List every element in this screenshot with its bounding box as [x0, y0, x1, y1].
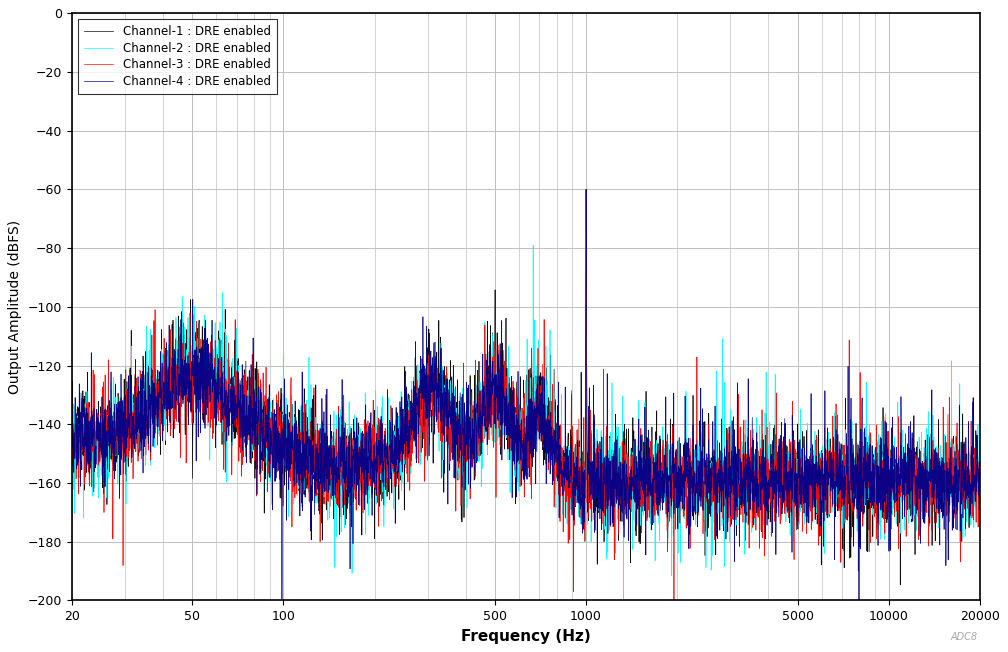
Channel-2 : DRE enabled: (1e+03, -60): DRE enabled: (1e+03, -60)	[580, 185, 592, 193]
Line: Channel-4 : DRE enabled: Channel-4 : DRE enabled	[72, 190, 980, 600]
Channel-3 : DRE enabled: (1.15e+04, -160): DRE enabled: (1.15e+04, -160)	[901, 479, 913, 487]
Channel-4 : DRE enabled: (1.62e+04, -176): DRE enabled: (1.62e+04, -176)	[947, 526, 959, 534]
Channel-2 : DRE enabled: (385, -141): DRE enabled: (385, -141)	[455, 423, 467, 431]
Channel-3 : DRE enabled: (364, -147): DRE enabled: (364, -147)	[448, 441, 460, 449]
Channel-1 : DRE enabled: (20, -143): DRE enabled: (20, -143)	[66, 430, 78, 438]
Channel-3 : DRE enabled: (1.95e+03, -200): DRE enabled: (1.95e+03, -200)	[668, 597, 680, 604]
Line: Channel-1 : DRE enabled: Channel-1 : DRE enabled	[72, 190, 980, 585]
Channel-2 : DRE enabled: (1.15e+04, -159): DRE enabled: (1.15e+04, -159)	[901, 477, 913, 484]
Channel-3 : DRE enabled: (1e+03, -60): DRE enabled: (1e+03, -60)	[580, 186, 592, 194]
Channel-2 : DRE enabled: (533, -139): DRE enabled: (533, -139)	[497, 418, 509, 426]
Channel-3 : DRE enabled: (2e+04, -159): DRE enabled: (2e+04, -159)	[974, 475, 986, 482]
Channel-4 : DRE enabled: (364, -120): DRE enabled: (364, -120)	[448, 361, 460, 369]
Line: Channel-3 : DRE enabled: Channel-3 : DRE enabled	[72, 190, 980, 600]
Channel-2 : DRE enabled: (2e+04, -145): DRE enabled: (2e+04, -145)	[974, 436, 986, 443]
Channel-3 : DRE enabled: (533, -135): DRE enabled: (533, -135)	[497, 407, 509, 415]
Text: ADC8: ADC8	[951, 632, 978, 642]
Channel-1 : DRE enabled: (364, -141): DRE enabled: (364, -141)	[448, 423, 460, 431]
Channel-3 : DRE enabled: (385, -148): DRE enabled: (385, -148)	[455, 443, 467, 451]
Channel-4 : DRE enabled: (533, -131): DRE enabled: (533, -131)	[497, 394, 509, 402]
Channel-1 : DRE enabled: (533, -133): DRE enabled: (533, -133)	[497, 400, 509, 408]
Channel-4 : DRE enabled: (7.98e+03, -200): DRE enabled: (7.98e+03, -200)	[853, 597, 865, 604]
Channel-2 : DRE enabled: (1.62e+04, -160): DRE enabled: (1.62e+04, -160)	[947, 480, 959, 488]
Channel-4 : DRE enabled: (20, -146): DRE enabled: (20, -146)	[66, 439, 78, 447]
Channel-4 : DRE enabled: (3.03e+03, -163): DRE enabled: (3.03e+03, -163)	[726, 488, 738, 496]
Channel-4 : DRE enabled: (1.15e+04, -162): DRE enabled: (1.15e+04, -162)	[901, 486, 913, 494]
Channel-1 : DRE enabled: (1e+03, -60): DRE enabled: (1e+03, -60)	[580, 186, 592, 194]
Channel-4 : DRE enabled: (385, -149): DRE enabled: (385, -149)	[455, 446, 467, 454]
Channel-2 : DRE enabled: (20, -160): DRE enabled: (20, -160)	[66, 480, 78, 488]
Channel-1 : DRE enabled: (1.15e+04, -162): DRE enabled: (1.15e+04, -162)	[901, 484, 913, 492]
Channel-2 : DRE enabled: (1.33e+03, -200): DRE enabled: (1.33e+03, -200)	[618, 597, 630, 604]
Channel-1 : DRE enabled: (1.62e+04, -167): DRE enabled: (1.62e+04, -167)	[947, 499, 959, 507]
Channel-1 : DRE enabled: (2e+04, -162): DRE enabled: (2e+04, -162)	[974, 484, 986, 492]
Channel-3 : DRE enabled: (20, -153): DRE enabled: (20, -153)	[66, 459, 78, 467]
Channel-2 : DRE enabled: (364, -138): DRE enabled: (364, -138)	[448, 416, 460, 424]
Channel-2 : DRE enabled: (3.03e+03, -148): DRE enabled: (3.03e+03, -148)	[726, 443, 738, 451]
Channel-1 : DRE enabled: (3.03e+03, -174): DRE enabled: (3.03e+03, -174)	[726, 520, 738, 528]
Channel-3 : DRE enabled: (1.62e+04, -159): DRE enabled: (1.62e+04, -159)	[947, 477, 959, 485]
Line: Channel-2 : DRE enabled: Channel-2 : DRE enabled	[72, 189, 980, 600]
Legend: Channel-1 : DRE enabled, Channel-2 : DRE enabled, Channel-3 : DRE enabled, Chann: Channel-1 : DRE enabled, Channel-2 : DRE…	[78, 20, 276, 94]
Channel-4 : DRE enabled: (1e+03, -60): DRE enabled: (1e+03, -60)	[580, 186, 592, 194]
Channel-1 : DRE enabled: (1.09e+04, -195): DRE enabled: (1.09e+04, -195)	[894, 581, 906, 589]
Y-axis label: Output Amplitude (dBFS): Output Amplitude (dBFS)	[8, 220, 22, 394]
X-axis label: Frequency (Hz): Frequency (Hz)	[461, 629, 591, 644]
Channel-4 : DRE enabled: (2e+04, -163): DRE enabled: (2e+04, -163)	[974, 488, 986, 496]
Channel-1 : DRE enabled: (385, -152): DRE enabled: (385, -152)	[455, 455, 467, 463]
Channel-3 : DRE enabled: (3.03e+03, -165): DRE enabled: (3.03e+03, -165)	[726, 494, 738, 502]
